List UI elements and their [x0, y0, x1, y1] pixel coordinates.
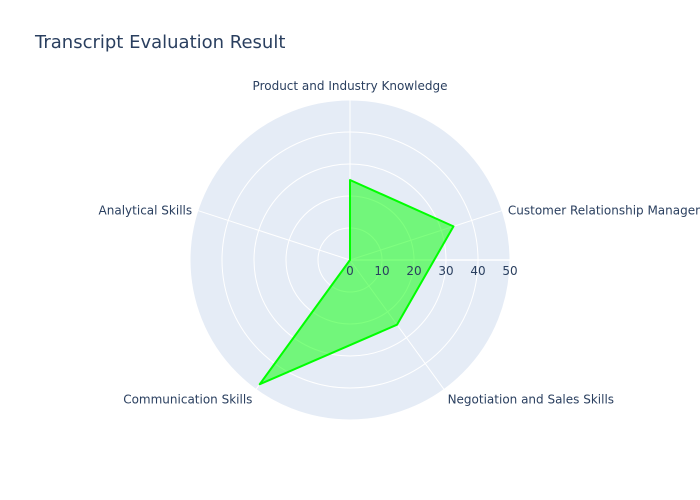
radial-tick-label: 20 [406, 264, 421, 278]
data-series-polygon[interactable] [258, 179, 455, 386]
category-label: Product and Industry Knowledge [253, 79, 448, 93]
angular-gridline [197, 210, 351, 261]
category-label: Communication Skills [123, 392, 252, 406]
chart-title: Transcript Evaluation Result [35, 32, 286, 53]
data-point-2[interactable] [451, 224, 455, 228]
data-point-3[interactable] [395, 323, 399, 327]
radial-tick-label: 50 [502, 264, 517, 278]
radial-tick-label: 10 [374, 264, 389, 278]
category-label: Negotiation and Sales Skills [448, 392, 614, 406]
radial-tick-label: 40 [470, 264, 485, 278]
data-point-4[interactable] [258, 382, 262, 386]
category-label: Analytical Skills [99, 204, 193, 218]
radial-tick-label: 0 [346, 264, 354, 278]
category-label: Customer Relationship Management [508, 204, 700, 218]
data-point-1[interactable] [348, 178, 352, 182]
data-point-5[interactable] [348, 258, 352, 262]
radial-tick-label: 30 [438, 264, 453, 278]
